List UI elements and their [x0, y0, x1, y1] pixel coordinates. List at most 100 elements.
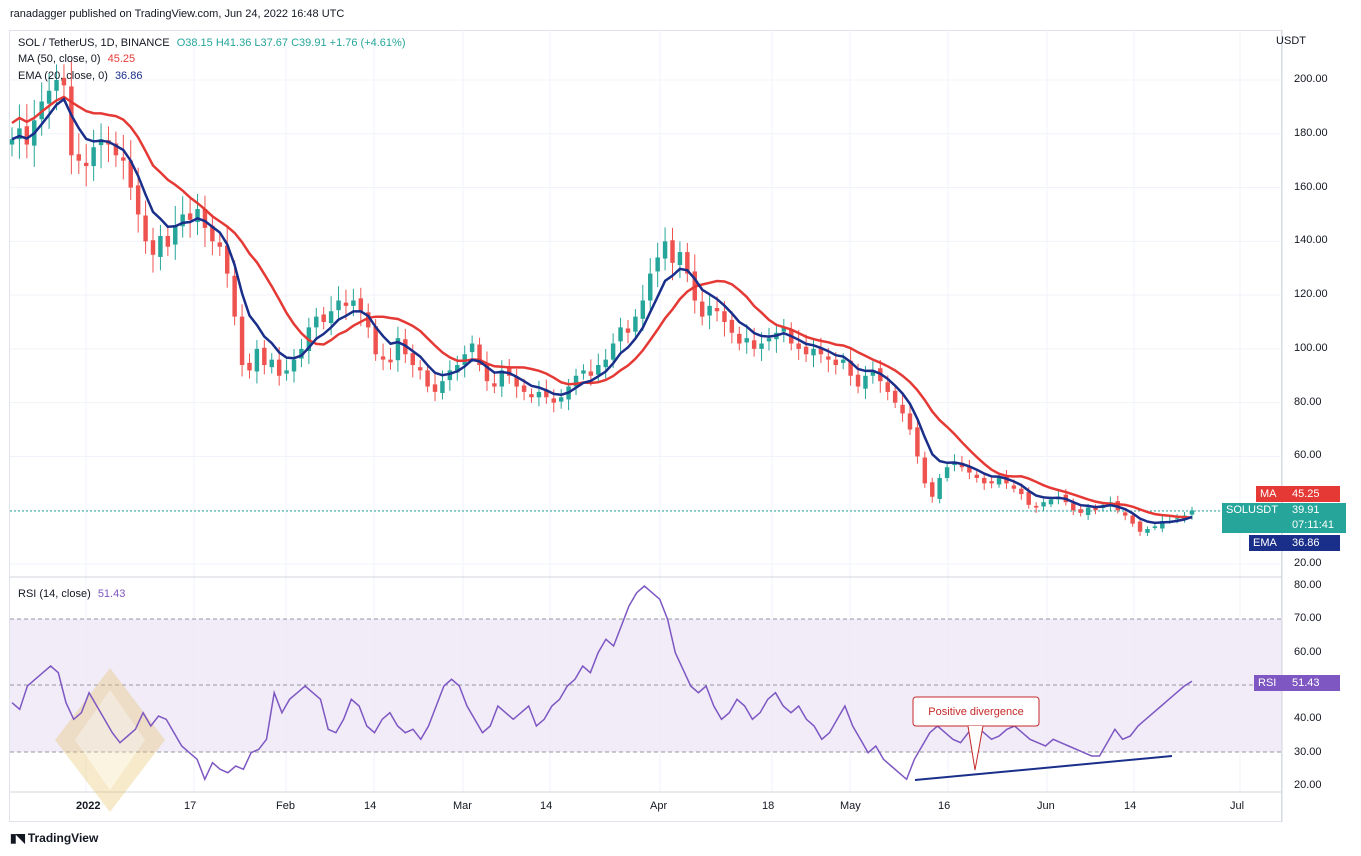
candle-body	[351, 300, 356, 306]
candle-body	[91, 147, 96, 167]
candle-body	[514, 376, 519, 387]
candle-body	[1048, 499, 1054, 505]
candle-body	[425, 370, 430, 387]
candle-body	[892, 390, 898, 403]
time-tick-label: 17	[184, 800, 197, 812]
time-tick-label: May	[840, 800, 861, 812]
candle-body	[648, 273, 653, 301]
ema-value: 36.86	[114, 70, 143, 82]
time-tick-label: 16	[938, 800, 951, 812]
candle-body	[410, 353, 415, 366]
candle-body	[729, 319, 735, 333]
candle-body	[1078, 509, 1083, 513]
candle-body	[974, 474, 980, 478]
divergence-label: Positive divergence	[928, 706, 1023, 718]
ma-label: MA (50, close, 0)	[18, 53, 101, 65]
candle-body	[536, 391, 542, 398]
candle-body	[915, 427, 920, 457]
candle-body	[766, 338, 772, 342]
candle-body	[633, 316, 638, 332]
candle-body	[625, 328, 631, 333]
symbol-label: SOL / TetherUS, 1D, BINANCE	[18, 37, 170, 49]
time-tick-label: 2022	[76, 800, 101, 812]
rsi-value: 51.43	[97, 588, 126, 600]
candle-body	[254, 348, 260, 372]
candle-body	[395, 338, 401, 361]
candle-body	[46, 90, 52, 104]
candle-body	[1041, 502, 1046, 507]
candle-body	[217, 242, 223, 247]
candle-body	[232, 275, 237, 317]
candle-body	[737, 333, 742, 344]
candle-body	[937, 477, 942, 499]
candle-body	[1071, 503, 1076, 511]
price-tick-label: 120.00	[1294, 288, 1328, 301]
candle-body	[447, 370, 453, 381]
tradingview-logo[interactable]: ▮◥ TradingView	[10, 831, 98, 845]
candle-body	[944, 467, 950, 478]
candle-body	[210, 225, 215, 242]
change-value: +1.76 (+4.61%)	[329, 37, 406, 49]
candle-body	[573, 375, 579, 387]
candle-body	[388, 359, 393, 363]
candle-body	[544, 389, 549, 398]
time-tick-label: Feb	[276, 800, 295, 812]
time-tick-label: Mar	[453, 800, 472, 812]
candle-body	[655, 257, 660, 272]
candle-body	[803, 346, 809, 355]
candle-body	[989, 481, 994, 484]
candle-body	[707, 305, 712, 316]
candle-body	[143, 215, 148, 242]
candle-body	[343, 302, 349, 306]
rsi-line	[11, 585, 1193, 782]
candle-body	[588, 371, 594, 376]
candle-body	[781, 327, 787, 332]
time-tick-label: 14	[540, 800, 553, 812]
candle-body	[1152, 526, 1158, 528]
candle-body	[195, 209, 200, 222]
ema-line	[11, 97, 1193, 525]
time-tick-label: Jul	[1230, 800, 1245, 812]
publish-caption: ranadagger published on TradingView.com,…	[10, 8, 345, 20]
candle-body	[833, 359, 838, 366]
rsi-tick-label: 60.00	[1294, 645, 1322, 658]
open-value: O38.15	[176, 37, 213, 49]
rsi-tick-label: 20.00	[1294, 779, 1322, 791]
candle-body	[499, 370, 505, 387]
close-value: C39.91	[291, 37, 327, 49]
candle-body	[811, 348, 816, 356]
candle-body	[922, 457, 928, 484]
candle-body	[373, 326, 378, 355]
candle-body	[840, 359, 846, 363]
ma-value: 45.25	[107, 53, 136, 65]
candle-body	[17, 128, 22, 140]
candle-body	[121, 157, 126, 161]
candle-body	[128, 160, 133, 188]
ma-tag: MA 45.25	[1256, 486, 1340, 502]
candle-body	[202, 209, 208, 228]
low-value: L37.67	[254, 37, 289, 49]
candle-body	[662, 241, 668, 259]
candle-body	[1026, 491, 1031, 505]
candle-body	[1085, 507, 1091, 516]
candle-body	[521, 385, 527, 392]
rsi-tick-label: 30.00	[1294, 745, 1322, 758]
price-tick-label: 180.00	[1294, 126, 1328, 139]
candle-body	[581, 370, 586, 374]
candle-body	[1033, 505, 1039, 508]
candle-body	[113, 143, 119, 156]
candle-body	[180, 214, 185, 227]
candle-body	[558, 397, 564, 402]
candle-body	[135, 185, 141, 215]
candle-body	[1145, 529, 1150, 533]
time-tick-label: Apr	[650, 800, 668, 812]
candle-body	[885, 382, 890, 392]
candle-body	[967, 466, 972, 473]
rsi-tick-label: 40.00	[1294, 712, 1322, 725]
price-axis-unit: USDT	[1276, 35, 1306, 47]
candle-body	[907, 413, 913, 430]
candle-body	[54, 80, 59, 91]
candle-body	[714, 308, 720, 312]
candle-body	[818, 347, 824, 355]
